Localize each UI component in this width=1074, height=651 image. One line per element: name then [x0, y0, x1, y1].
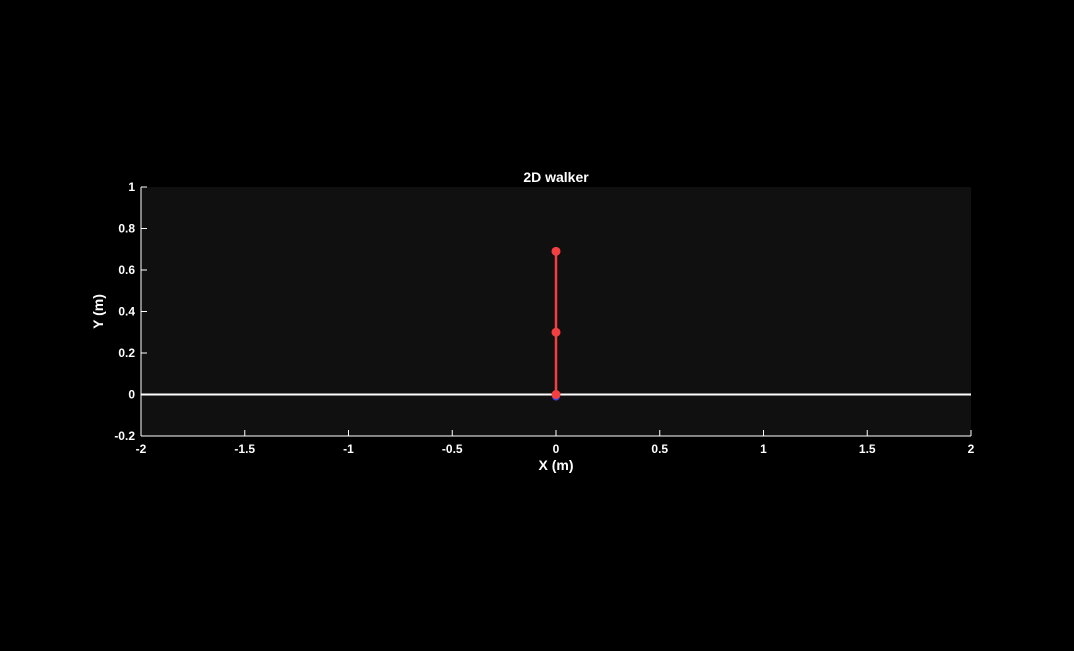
y-tick-label: 0	[128, 388, 135, 402]
x-tick-label: 1	[760, 442, 767, 456]
y-tick-label: -0.2	[114, 429, 135, 443]
y-tick-label: 1	[128, 180, 135, 194]
y-tick-label: 0.6	[118, 263, 135, 277]
x-tick-label: -1.5	[234, 442, 255, 456]
y-tick-label: 0.2	[118, 346, 135, 360]
walker-joint-0	[551, 390, 561, 399]
x-tick-label: -2	[136, 442, 147, 456]
x-tick-label: -0.5	[442, 442, 463, 456]
y-tick-label: 0.4	[118, 305, 135, 319]
x-tick-label: -1	[343, 442, 354, 456]
x-tick-label: 0	[553, 442, 560, 456]
axes-layer: -2 -1.5 -1 -0.5 0 0.5 1 1.5 2 -0.2 0 0.2 0.4 0.6 0.8 1	[114, 180, 974, 456]
walker-layer	[551, 246, 561, 401]
x-tick-label: 2	[968, 442, 975, 456]
walker-joint-2	[551, 246, 561, 256]
walker-joint-1	[551, 327, 561, 337]
x-tick-label: 0.5	[651, 442, 668, 456]
x-axis-label: X (m)	[539, 457, 574, 473]
y-axis-label: Y (m)	[90, 294, 106, 329]
x-tick-label: 1.5	[859, 442, 876, 456]
y-tick-label: 0.8	[118, 222, 135, 236]
chart-title: 2D walker	[523, 169, 589, 185]
